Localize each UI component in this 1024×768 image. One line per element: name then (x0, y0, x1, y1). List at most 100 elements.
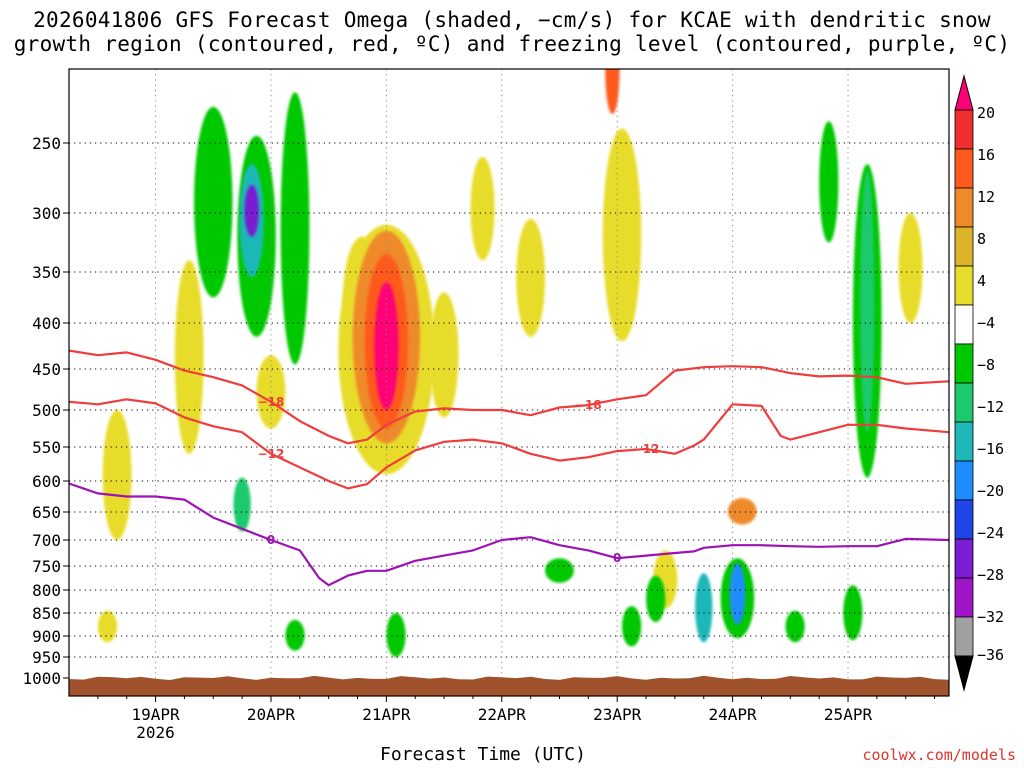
y-tick-label-750: 750 (32, 557, 61, 576)
contour--12C (69, 398, 949, 490)
y-tick-label-550: 550 (32, 438, 61, 457)
x-tick-label-24APR: 24APR (709, 705, 758, 724)
contour-label-0C-1: 0 (613, 551, 621, 565)
omega-region-14 (727, 498, 757, 525)
colorbar-box-5 (954, 304, 974, 345)
x-tick-label-20APR: 20APR (247, 705, 296, 724)
omega-region-26 (646, 575, 666, 623)
contour-0C (69, 482, 949, 587)
colorbar: 20 16 12 8 4 −4 −8 −12 −16 −20 −24 −28 −32 −36 (954, 74, 1004, 692)
omega-region-10 (97, 610, 118, 643)
contour-label--12C-1: −12 (633, 442, 660, 456)
omega-region-3 (470, 157, 495, 261)
omega-shading-layer (97, 69, 923, 657)
colorbar-label-1: 16 (977, 146, 995, 164)
colorbar-label-2: 12 (977, 188, 995, 206)
colorbar-label-9: −20 (977, 482, 1004, 500)
colorbar-label-12: −32 (977, 608, 1004, 626)
y-tick-label-450: 450 (32, 360, 61, 379)
y-tick-label-900: 900 (32, 627, 61, 646)
colorbar-label-11: −28 (977, 566, 1004, 584)
omega-region-29 (605, 69, 620, 114)
omega-region-23 (819, 121, 839, 243)
colorbar-box-7 (954, 382, 974, 423)
terrain-ground (69, 675, 949, 696)
source-credit[interactable]: coolwx.com/models (862, 746, 1016, 764)
omega-region-9 (898, 213, 923, 323)
y-tick-label-700: 700 (32, 531, 61, 550)
colorbar-label-3: 8 (977, 230, 986, 248)
colorbar-box-6 (954, 343, 974, 384)
x-tick-label-25APR: 25APR (824, 705, 873, 724)
terrain-ground-layer (69, 675, 949, 696)
colorbar-box-10 (954, 499, 974, 540)
omega-region-17 (785, 610, 805, 643)
omega-region-30 (860, 171, 875, 433)
chart-title-line-1: 2026041806 GFS Forecast Omega (shaded, −… (33, 8, 991, 32)
colorbar-box-8 (954, 421, 974, 462)
y-tick-label-300: 300 (32, 204, 61, 223)
colorbar-box-13 (954, 616, 974, 657)
omega-region-21 (285, 619, 305, 651)
omega-region-32 (695, 573, 713, 643)
y-tick-label-950: 950 (32, 648, 61, 667)
colorbar-label-13: −36 (977, 646, 1004, 664)
colorbar-box-12 (954, 577, 974, 618)
y-tick-label-800: 800 (32, 581, 61, 600)
omega-region-24 (386, 613, 406, 657)
omega-region-19 (545, 558, 574, 583)
omega-region-35 (244, 185, 259, 237)
colorbar-box-0 (954, 109, 974, 150)
x-tick-label-22APR: 22APR (478, 705, 527, 724)
omega-region-22 (194, 106, 233, 298)
colorbar-bottom-arrow (954, 655, 974, 692)
x-tick-label-23APR: 23APR (593, 705, 642, 724)
colorbar-box-1 (954, 148, 974, 189)
contour-label--18C-1: −18 (575, 398, 602, 412)
y-tick-label-350: 350 (32, 263, 61, 282)
colorbar-label-7: −12 (977, 398, 1004, 416)
x-tick-label-19APR: 19APR (131, 705, 180, 724)
x-tick-sublabel-19APR: 2026 (136, 723, 175, 742)
omega-region-4 (516, 218, 546, 337)
omega-region-28 (233, 477, 251, 532)
colorbar-box-9 (954, 460, 974, 501)
y-tick-label-1000: 1000 (22, 669, 61, 688)
omega-region-34 (729, 563, 746, 625)
plot-frame (68, 68, 950, 697)
colorbar-label-4: 4 (977, 272, 986, 290)
contour-label--18C-0: −18 (258, 395, 285, 409)
grid-layer (69, 69, 949, 696)
omega-region-33 (374, 282, 399, 410)
omega-region-5 (102, 410, 132, 540)
colorbar-box-3 (954, 226, 974, 267)
y-tick-label-500: 500 (32, 401, 61, 420)
omega-region-2 (602, 128, 642, 342)
omega-region-6 (174, 260, 204, 454)
contour--18C (69, 349, 949, 445)
x-tick-label-21APR: 21APR (362, 705, 411, 724)
colorbar-top-arrow (954, 74, 974, 111)
colorbar-label-8: −16 (977, 440, 1004, 458)
omega-region-25 (622, 606, 642, 647)
y-tick-label-650: 650 (32, 503, 61, 522)
colorbar-label-10: −24 (977, 524, 1004, 542)
colorbar-box-2 (954, 187, 974, 228)
colorbar-label-6: −8 (977, 356, 995, 374)
y-tick-label-250: 250 (32, 134, 61, 153)
x-axis-label: Forecast Time (UTC) (380, 744, 586, 765)
y-tick-label-850: 850 (32, 604, 61, 623)
chart-title: 2026041806 GFS Forecast Omega (shaded, −… (0, 8, 1024, 56)
colorbar-label-0: 20 (977, 104, 995, 122)
chart-title-line-2: growth region (contoured, red, ºC) and f… (13, 32, 1011, 56)
temperature-contour-layer: −18 −18 −12 −12 0 0 (69, 349, 949, 587)
omega-region-8 (429, 292, 459, 418)
colorbar-label-5: −4 (977, 314, 995, 332)
contour-label-0C-0: 0 (267, 533, 275, 547)
colorbar-box-4 (954, 265, 974, 306)
contour-label--12C-0: −12 (258, 447, 285, 461)
y-tick-label-600: 600 (32, 472, 61, 491)
omega-region-20 (280, 92, 310, 365)
